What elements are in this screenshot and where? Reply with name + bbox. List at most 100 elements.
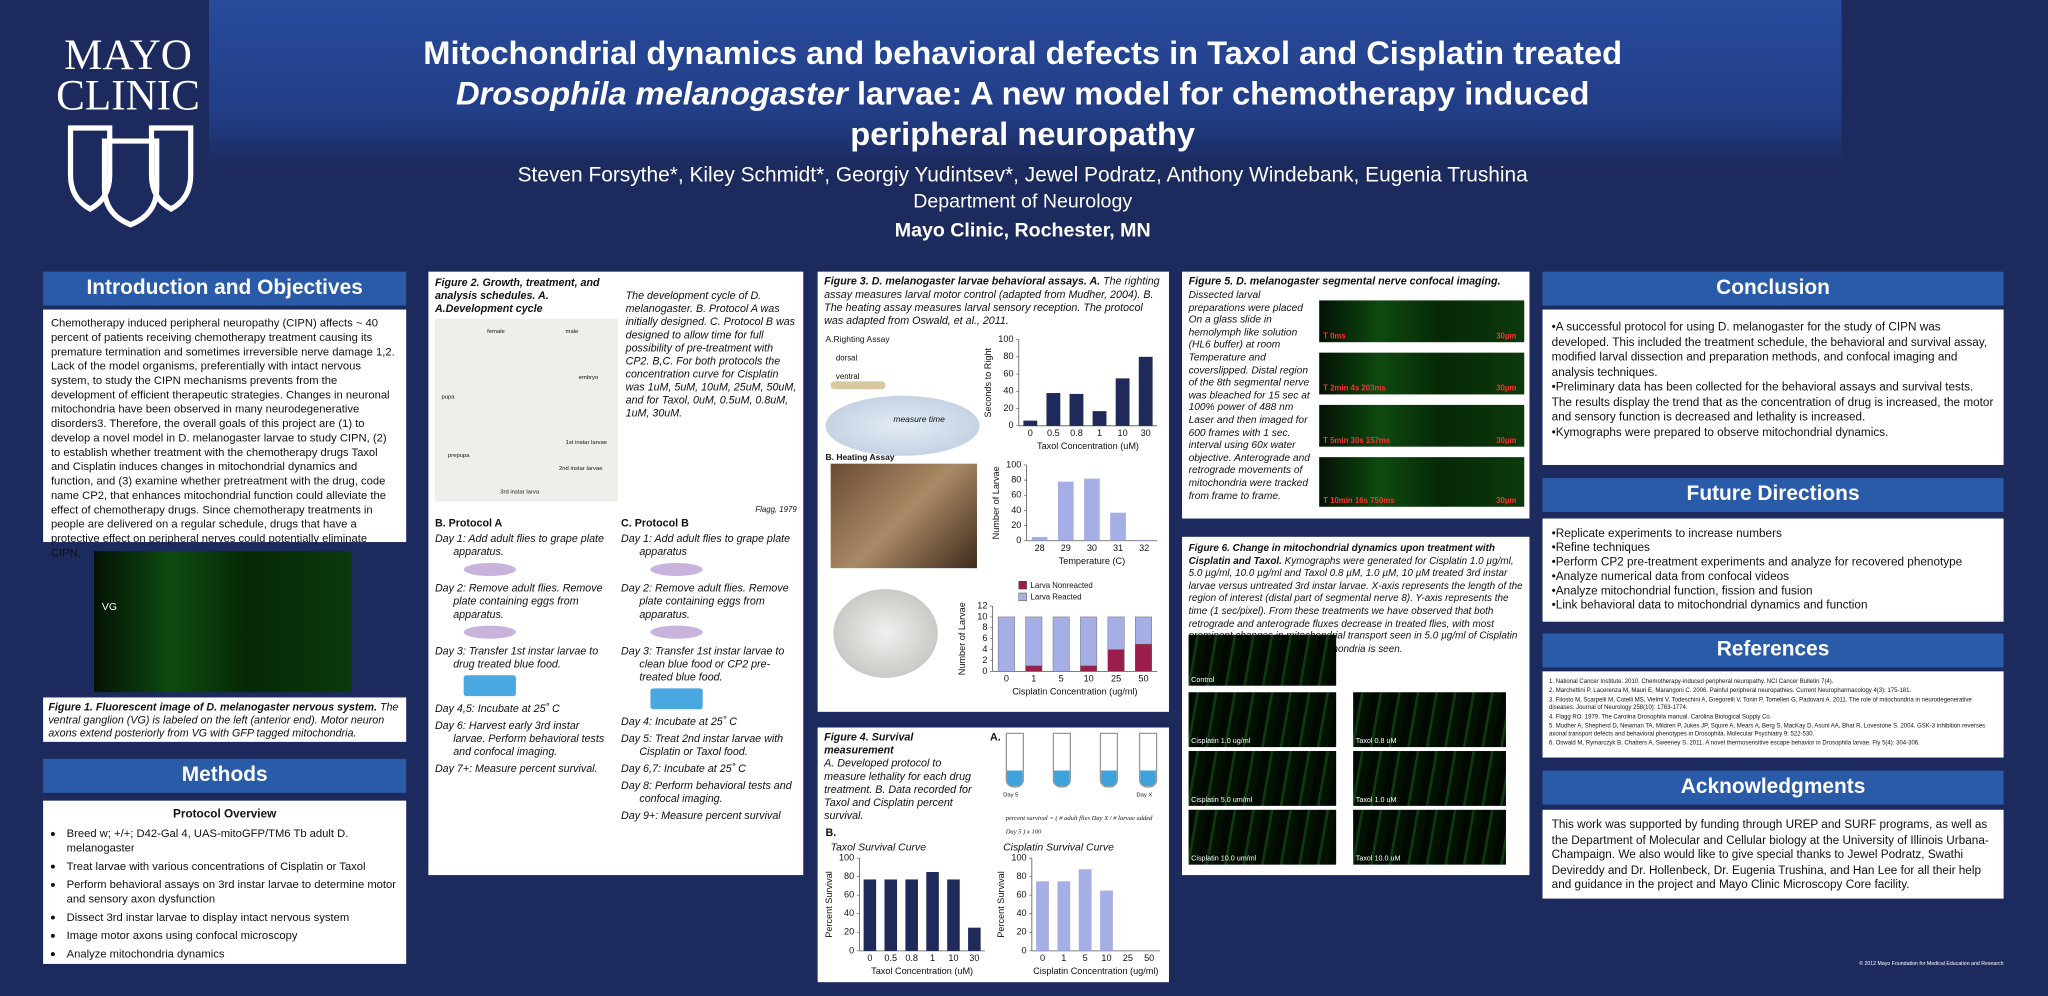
bar bbox=[1136, 539, 1152, 541]
scale-label: 30µm bbox=[1496, 385, 1517, 394]
caption-label: Figure 4. Survival measurement bbox=[824, 731, 914, 757]
conclusion-body: •A successful protocol for using D. mela… bbox=[1542, 309, 2004, 465]
panel-label: B. bbox=[825, 826, 837, 839]
scale-label: 30µm bbox=[1496, 333, 1517, 341]
caption-label: Figure 6. Change in mitochondrial dynami… bbox=[1188, 542, 1495, 567]
copyright: © 2012 Mayo Foundation for Medical Educa… bbox=[1859, 959, 2004, 967]
figure3: Figure 3. D. melanogaster larvae behavio… bbox=[817, 271, 1169, 712]
x-tick-label: 0 bbox=[1028, 428, 1033, 438]
x-tick-label: 10 bbox=[1118, 428, 1128, 438]
x-axis-label: Cisplatin Concentration (ug/ml) bbox=[1012, 687, 1137, 697]
lifecycle-image: female male embryo 1st instar larvae 2nd ins… bbox=[434, 318, 618, 502]
bar-segment bbox=[997, 616, 1015, 672]
future-item: •Perform CP2 pre-treatment experiments a… bbox=[1551, 555, 1963, 569]
method-item: Dissect 3rd instar larvae to display int… bbox=[67, 910, 399, 924]
kymograph: Taxol 1.0 uM bbox=[1353, 751, 1506, 806]
image-label: VG bbox=[101, 600, 117, 613]
bar bbox=[1023, 420, 1038, 426]
y-tick-label: 60 bbox=[1003, 368, 1013, 378]
protocol-heading: B. Protocol A bbox=[434, 517, 503, 529]
kymograph: Control bbox=[1188, 634, 1337, 686]
y-tick-label: 100 bbox=[1006, 460, 1021, 470]
x-tick-label: 5 bbox=[1083, 953, 1088, 963]
bar-segment bbox=[1107, 616, 1125, 650]
dish-image: measure time bbox=[825, 395, 980, 456]
y-axis-label: Number of Larvae bbox=[957, 602, 967, 675]
x-tick-label: 1 bbox=[1061, 953, 1066, 963]
references-body: 1. National Cancer Institute. 2010. Chem… bbox=[1542, 671, 2004, 758]
conclusion-item: •Preliminary data has been collected for… bbox=[1551, 380, 1994, 424]
y-tick-label: 80 bbox=[1016, 871, 1026, 881]
section-heading: Future Directions bbox=[1542, 478, 2004, 512]
protocol-illustration bbox=[649, 688, 703, 710]
stage-label: 1st instar larvae bbox=[565, 438, 608, 446]
bar bbox=[1057, 881, 1071, 951]
x-tick-label: 10 bbox=[1101, 953, 1111, 963]
logo-text: CLINIC bbox=[56, 73, 200, 121]
title-line: Drosophila melanogaster larvae: A new mo… bbox=[300, 74, 1745, 114]
intro-body: Chemotherapy induced peripheral neuropat… bbox=[43, 309, 407, 559]
x-tick-label: 10 bbox=[948, 953, 958, 963]
y-tick-label: 0 bbox=[1008, 420, 1013, 430]
protocol-step: Day 7+: Measure percent survival. bbox=[434, 762, 598, 775]
reference-item: 1. National Cancer Institute. 2010. Chem… bbox=[1549, 677, 1834, 685]
section-heading: Conclusion bbox=[1542, 271, 2004, 306]
y-tick-label: 40 bbox=[1011, 505, 1021, 515]
stage-label: prepupa bbox=[447, 451, 470, 459]
chart-title: Cisplatin Survival Curve bbox=[1003, 842, 1114, 853]
y-tick-label: 60 bbox=[844, 890, 854, 900]
x-tick-label: 29 bbox=[1061, 543, 1071, 553]
image-label: dorsal bbox=[835, 355, 858, 364]
y-tick-label: 100 bbox=[1011, 853, 1026, 863]
protocol-heading: C. Protocol B bbox=[621, 517, 689, 529]
y-tick-label: 4 bbox=[982, 644, 987, 654]
x-tick-label: 10 bbox=[1084, 674, 1094, 684]
y-tick-label: 60 bbox=[1011, 490, 1021, 500]
bar-segment bbox=[1135, 616, 1152, 645]
heating-apparatus-image bbox=[830, 463, 977, 569]
section-heading: References bbox=[1542, 633, 2004, 668]
stage-label: 2nd instar larvae bbox=[559, 464, 603, 472]
y-axis-label: Number of Larvae bbox=[991, 466, 1001, 539]
legend-swatch bbox=[1018, 592, 1027, 602]
y-tick-label: 80 bbox=[1011, 475, 1021, 485]
tube bbox=[1138, 732, 1158, 788]
reference-item: 5. Mudher A, Shepherd D, Newman TA, Mild… bbox=[1549, 722, 1986, 737]
kymograph-label: Control bbox=[1191, 676, 1215, 685]
x-tick-label: 50 bbox=[1144, 953, 1154, 963]
y-tick-label: 40 bbox=[1003, 386, 1013, 396]
caption-text: The development cycle of D. melanogaster… bbox=[625, 289, 797, 420]
y-tick-label: 12 bbox=[977, 600, 987, 610]
protocol-illustration bbox=[649, 562, 703, 576]
title-rest: larvae: A new model for chemotherapy ind… bbox=[847, 75, 1590, 113]
method-item: Image motor axons using confocal microsc… bbox=[67, 929, 399, 943]
x-tick-label: 32 bbox=[1139, 543, 1149, 553]
protocol-illustration bbox=[649, 625, 703, 639]
method-item: Perform behavioral assays on 3rd instar … bbox=[67, 878, 399, 907]
bar bbox=[1138, 356, 1153, 426]
figure1-caption: Figure 1. Fluorescent image of D. melano… bbox=[43, 697, 407, 742]
kymograph-label: Cisplatin 10.0 um/ml bbox=[1191, 855, 1257, 864]
y-tick-label: 80 bbox=[844, 871, 854, 881]
x-tick-label: 28 bbox=[1035, 543, 1045, 553]
heating-chart: 0 20 40 60 80 100 Number of Larvae Temperature … bbox=[991, 460, 1158, 566]
kymograph: Taxol 10.0 uM bbox=[1353, 809, 1506, 865]
section-heading: Acknowledgments bbox=[1542, 770, 2004, 805]
x-tick-label: 31 bbox=[1113, 543, 1123, 553]
y-tick-label: 100 bbox=[998, 334, 1013, 344]
tube bbox=[1005, 732, 1024, 788]
title-italic: Drosophila melanogaster bbox=[455, 75, 848, 113]
conclusion-item: •Kymographs were prepared to observe mit… bbox=[1551, 425, 1889, 439]
cisplatin-survival-chart: Cisplatin Survival Curve020406080100Perc… bbox=[996, 842, 1160, 976]
plate-image bbox=[833, 589, 938, 678]
bar bbox=[884, 879, 898, 951]
x-tick-label: 1 bbox=[930, 953, 935, 963]
reference-item: 4. Flagg RO. 1979. The Carolina Drosophi… bbox=[1549, 712, 1772, 720]
bar-segment bbox=[1025, 665, 1043, 672]
y-axis-label: Percent Survival bbox=[824, 871, 834, 937]
timestamp: T 0ms bbox=[1323, 333, 1346, 341]
stage-label: female bbox=[487, 327, 505, 335]
acknowledgments-body: This work was supported by funding throu… bbox=[1542, 809, 2004, 899]
bar bbox=[1110, 512, 1126, 541]
